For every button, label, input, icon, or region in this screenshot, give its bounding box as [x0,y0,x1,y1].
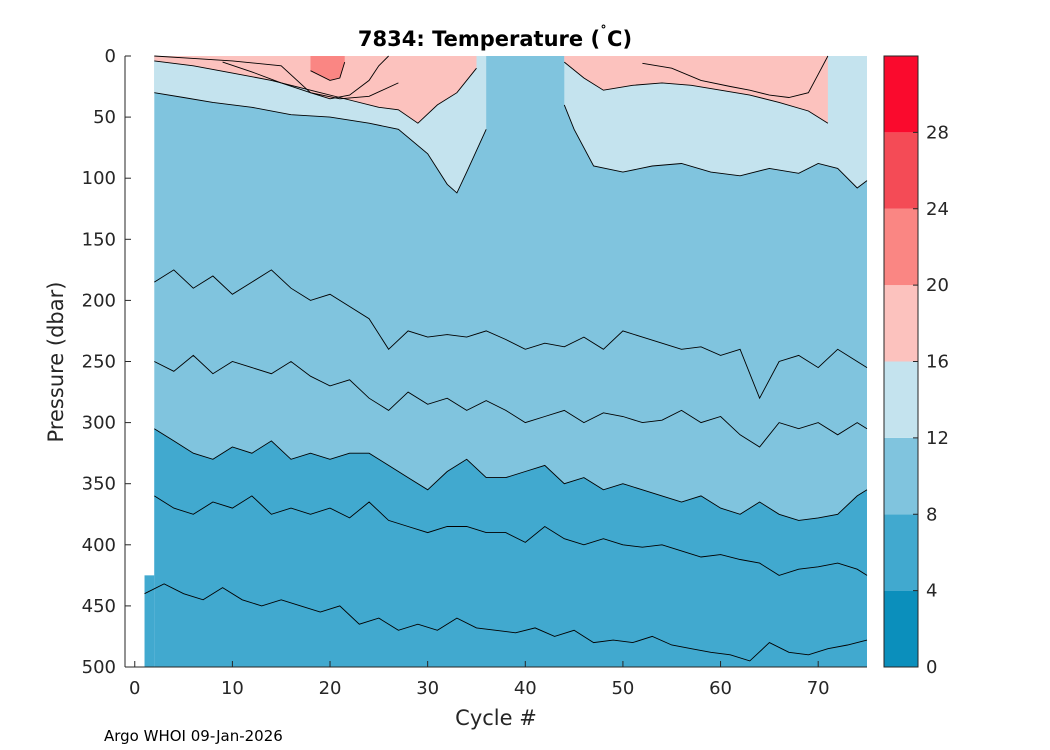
y-tick-label: 300 [82,413,116,434]
y-tick-label: 450 [82,596,116,617]
y-tick-label: 200 [82,290,116,311]
x-tick-label: 30 [416,678,439,699]
colorbar-tick-label: 16 [926,352,949,373]
isotherm-5 [144,583,868,662]
colorbar-tick-label: 0 [926,657,937,678]
x-tick-label: 50 [611,678,634,699]
y-tick-label: 400 [82,535,116,556]
deep-extension [144,575,155,667]
isotherm-20 [564,61,829,124]
y-axis-ticks: 0 50 100 150 200 250 300 350 400 450 500 [82,46,131,678]
colorbar-segment [884,132,918,209]
band-20-24-0 [310,56,345,81]
x-tick-label: 40 [514,678,537,699]
x-tick-label: 60 [709,678,732,699]
colorbar-tick-label: 8 [926,504,937,525]
isotherm-16 [563,104,868,189]
colorbar-tick-label: 4 [926,581,937,602]
y-tick-label: 250 [82,352,116,373]
colorbar-segment [884,437,918,515]
y-tick-label: 100 [82,168,116,189]
y-tick-label: 350 [82,474,116,495]
isotherm-16 [154,92,487,194]
footer-credit: Argo WHOI 09-Jan-2026 [104,727,283,745]
isotherm-24 [222,61,399,100]
colorbar-tick-label: 28 [926,122,949,143]
x-axis-label: Cycle # [455,706,537,730]
x-tick-label: 20 [319,678,342,699]
colorbar-segment [884,56,918,133]
y-tick-label: 50 [93,107,116,128]
isotherm-8 [154,428,868,521]
isotherm-28 [310,61,346,81]
band-warm-1 [642,56,828,98]
colorbar-segment [884,285,918,362]
band-4-8 [154,428,868,667]
colorbar-segment [884,590,918,667]
isotherm-6 [154,495,868,576]
isotherm-12 [154,269,868,400]
colorbar-segment [884,514,918,591]
isotherm-20 [154,60,477,124]
colorbar-tick-label: 12 [926,428,949,449]
isotherm-26 [642,55,829,98]
x-tick-label: 0 [129,678,140,699]
x-tick-label: 10 [221,678,244,699]
colorbar-segment [884,361,918,438]
y-axis-label: Pressure (dbar) [44,282,68,443]
chart-title: 7834: Temperature (˚C) [358,24,632,51]
colorbar-segment [884,208,918,286]
isotherm-10 [154,354,868,448]
y-tick-label: 500 [82,657,116,678]
colorbar: 0 4 8 12 16 20 24 28 [883,55,949,678]
isotherm-lines [144,55,868,662]
x-tick-label: 70 [807,678,830,699]
isotherm-26 [154,55,389,100]
colorbar-tick-label: 24 [926,199,949,220]
y-tick-label: 0 [105,46,116,67]
colorbar-tick-label: 20 [926,275,949,296]
contour-fills [144,56,868,667]
y-tick-label: 150 [82,229,116,250]
x-axis-ticks: 0 10 20 30 40 50 60 70 [129,661,830,699]
